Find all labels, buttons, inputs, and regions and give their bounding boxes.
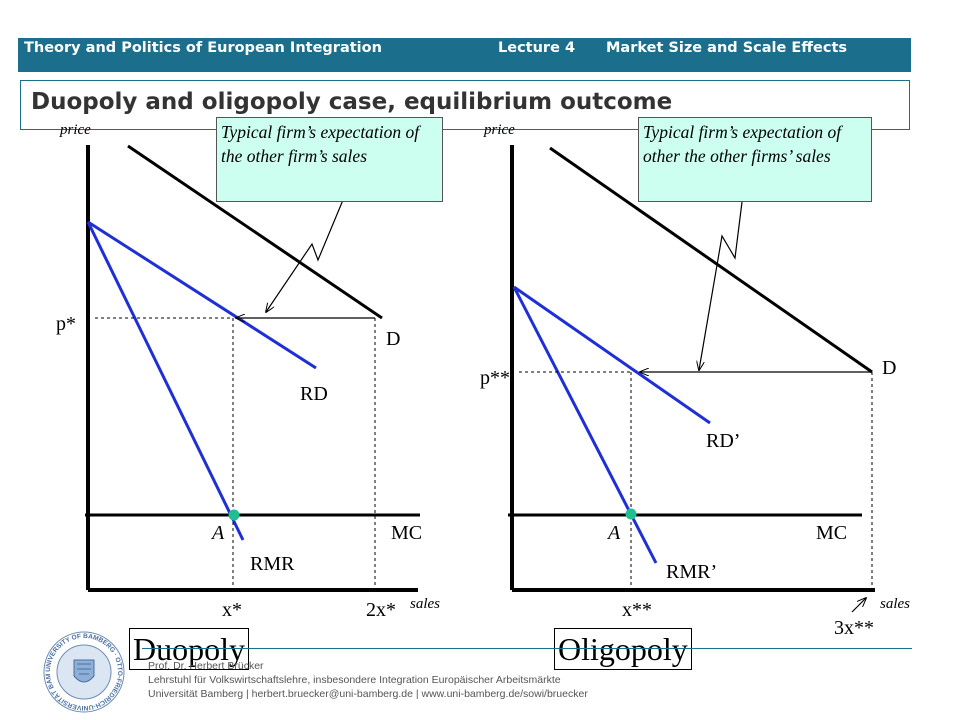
lecture-topic: Market Size and Scale Effects	[606, 40, 848, 56]
oligopoly-price-axis-label: price	[483, 122, 515, 138]
oligopoly-market-quantity-label: 3x**	[834, 617, 874, 639]
duopoly-diagram: price sales p* D RD A MC RMR x* 2x*	[56, 122, 440, 621]
title-box: Duopoly and oligopoly case, equilibrium …	[20, 80, 910, 130]
oligopoly-quantity-label: x**	[622, 599, 652, 621]
course-title: Theory and Politics of European Integrat…	[24, 40, 382, 56]
footer-chair: Lehrstuhl für Volkswirtschaftslehre, ins…	[148, 674, 561, 686]
duopoly-rd-curve	[87, 220, 317, 370]
duopoly-callout: Typical firm’s expectation of the other …	[216, 117, 443, 202]
oligopoly-rd-curve	[513, 285, 711, 425]
header-bar: Theory and Politics of European Integrat…	[18, 38, 911, 72]
duopoly-rd-label: RD	[300, 383, 328, 405]
oligopoly-3x-pointer	[851, 598, 866, 613]
duopoly-demand-curve	[127, 144, 383, 320]
oligopoly-demand-label: D	[882, 357, 896, 379]
oligopoly-point-label: A	[606, 522, 621, 544]
oligopoly-callout-arrow	[699, 201, 743, 370]
footer-contact: Universität Bamberg | herbert.bruecker@u…	[148, 688, 588, 700]
oligopoly-callout: Typical firm’s expectation of other the …	[638, 117, 872, 202]
oligopoly-case-label: Oligopoly	[554, 628, 692, 670]
duopoly-price-axis-label: price	[59, 122, 91, 138]
duopoly-quantity-label: x*	[222, 599, 242, 621]
oligopoly-rmr-curve	[512, 286, 658, 564]
duopoly-point-label: A	[210, 522, 225, 544]
oligopoly-rd-label: RD’	[706, 430, 740, 452]
duopoly-mc-label: MC	[391, 522, 422, 544]
lecture-number: Lecture 4	[498, 40, 576, 56]
oligopoly-mc-label: MC	[816, 522, 847, 544]
duopoly-case-label: Duopoly	[129, 628, 249, 670]
oligopoly-equilibrium-point	[625, 508, 637, 520]
oligopoly-sales-axis-label: sales	[880, 596, 910, 612]
footer-divider	[142, 648, 912, 649]
oligopoly-price-label: p**	[480, 367, 510, 389]
oligopoly-rmr-label: RMR’	[666, 561, 717, 583]
duopoly-market-quantity-label: 2x*	[366, 599, 396, 621]
duopoly-rmr-curve	[86, 221, 245, 541]
duopoly-equilibrium-point	[228, 509, 240, 521]
duopoly-sales-axis-label: sales	[410, 596, 440, 612]
oligopoly-diagram: price sales p** D RD’ A MC RMR’ x** 3x**	[480, 122, 910, 639]
duopoly-demand-label: D	[386, 328, 400, 350]
duopoly-callout-arrow	[266, 199, 344, 312]
university-seal-logo: UNIVERSITY OF BAMBERG · OTTO-FRIEDRICH-U…	[36, 630, 125, 713]
footer-author: Prof. Dr. Herbert Brücker	[148, 660, 264, 672]
duopoly-rmr-label: RMR	[250, 553, 295, 575]
slide-title: Duopoly and oligopoly case, equilibrium …	[31, 89, 673, 115]
duopoly-price-label: p*	[56, 313, 76, 335]
oligopoly-demand-curve	[549, 146, 873, 374]
